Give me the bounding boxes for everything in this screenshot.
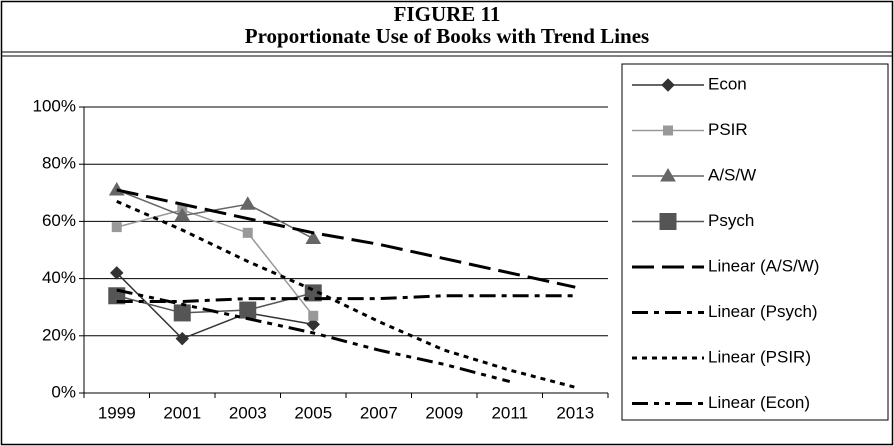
legend-label: Linear (Psych) — [708, 302, 818, 321]
chart-title: Proportionate Use of Books with Trend Li… — [245, 24, 649, 48]
legend-label: Econ — [708, 74, 747, 93]
series-line — [116, 200, 576, 389]
marker — [306, 317, 320, 332]
x-tick-label: 2005 — [294, 403, 332, 422]
legend-marker — [660, 168, 676, 182]
series-line — [116, 292, 314, 314]
legend-label: Psych — [708, 211, 754, 230]
legend-label: A/S/W — [708, 165, 756, 184]
legend-label: Linear (Econ) — [708, 393, 810, 412]
marker — [305, 230, 322, 245]
marker — [175, 331, 189, 346]
series-line — [116, 209, 314, 317]
x-tick-label: 2011 — [491, 403, 528, 422]
marker — [308, 310, 319, 321]
marker — [111, 222, 122, 233]
y-tick-label: 80% — [42, 154, 76, 173]
legend-box — [621, 63, 889, 421]
y-tick-label: 100% — [33, 96, 76, 115]
x-tick-label: 2001 — [163, 403, 201, 422]
series-line — [116, 288, 511, 384]
legend-marker — [663, 125, 673, 136]
series-line — [116, 188, 576, 289]
marker — [242, 227, 253, 238]
legend-label: PSIR — [708, 120, 748, 139]
legend-label: Linear (PSIR) — [708, 347, 811, 366]
x-tick-label: 2009 — [425, 403, 463, 422]
y-tick-label: 60% — [42, 211, 76, 230]
series-line — [116, 294, 576, 303]
marker — [173, 304, 191, 322]
legend-marker — [659, 213, 677, 230]
marker — [108, 181, 125, 196]
y-tick-label: 20% — [42, 325, 76, 344]
x-tick-label: 1999 — [98, 403, 136, 422]
figure-label: FIGURE 11 — [394, 2, 501, 26]
x-tick-label: 2013 — [556, 403, 594, 422]
series-line — [116, 272, 314, 340]
marker — [110, 266, 124, 280]
y-tick-label: 0% — [51, 382, 76, 401]
marker — [239, 301, 257, 319]
marker — [174, 207, 191, 222]
legend-marker — [661, 78, 675, 92]
legend-label: Linear (A/S/W) — [708, 256, 819, 275]
y-tick-label: 40% — [42, 268, 76, 287]
marker — [239, 196, 256, 210]
x-tick-label: 2007 — [360, 403, 398, 422]
x-tick-label: 2003 — [229, 403, 267, 422]
